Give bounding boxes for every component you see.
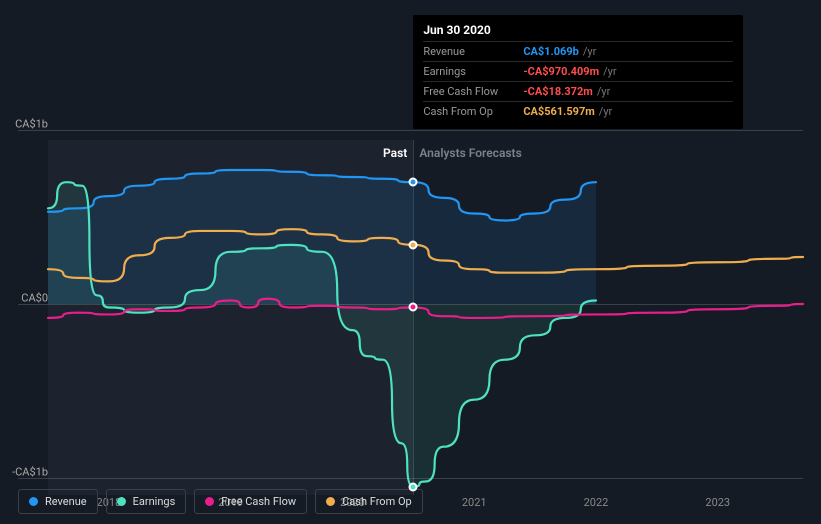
tooltip-row: RevenueCA$1.069b/yr [423, 41, 733, 61]
tooltip: Jun 30 2020RevenueCA$1.069b/yrEarnings-C… [413, 15, 743, 129]
legend: Revenue Earnings Free Cash Flow Cash From O… [18, 489, 423, 514]
tooltip-row-unit: /yr [597, 85, 610, 98]
tooltip-row-unit: /yr [603, 65, 616, 78]
tooltip-row-value: CA$561.597m [523, 105, 594, 118]
marker-earnings [409, 482, 418, 491]
tooltip-row: Free Cash Flow-CA$18.372m/yr [423, 81, 733, 101]
tooltip-title: Jun 30 2020 [423, 23, 733, 41]
legend-item-fcf[interactable]: Free Cash Flow [194, 489, 307, 514]
tooltip-row: Cash From OpCA$561.597m/yr [423, 101, 733, 121]
legend-swatch [117, 497, 126, 506]
marker-revenue [409, 178, 418, 187]
marker-fcf [409, 303, 418, 312]
legend-swatch [205, 497, 214, 506]
legend-label: Earnings [133, 495, 176, 508]
legend-label: Revenue [45, 495, 87, 508]
marker-cfo [409, 240, 418, 249]
legend-item-revenue[interactable]: Revenue [18, 489, 98, 514]
tooltip-row-key: Earnings [423, 65, 523, 78]
tooltip-row-key: Free Cash Flow [423, 85, 523, 98]
legend-swatch [29, 497, 38, 506]
tooltip-row: Earnings-CA$970.409m/yr [423, 61, 733, 81]
tooltip-row-value: CA$1.069b [523, 45, 579, 58]
tooltip-row-key: Revenue [423, 45, 523, 58]
legend-label: Free Cash Flow [221, 495, 296, 508]
tooltip-row-value: -CA$970.409m [523, 65, 599, 78]
legend-item-cfo[interactable]: Cash From Op [315, 489, 423, 514]
tooltip-row-unit: /yr [599, 105, 612, 118]
tooltip-row-value: -CA$18.372m [523, 85, 593, 98]
legend-swatch [326, 497, 335, 506]
chart-area[interactable]: CA$1bCA$0-CA$1bPastAnalysts Forecasts201… [0, 0, 821, 524]
legend-item-earnings[interactable]: Earnings [106, 489, 187, 514]
legend-label: Cash From Op [342, 495, 412, 508]
chart-container: CA$1bCA$0-CA$1bPastAnalysts Forecasts201… [0, 0, 821, 524]
tooltip-row-key: Cash From Op [423, 105, 523, 118]
tooltip-row-unit: /yr [583, 45, 596, 58]
